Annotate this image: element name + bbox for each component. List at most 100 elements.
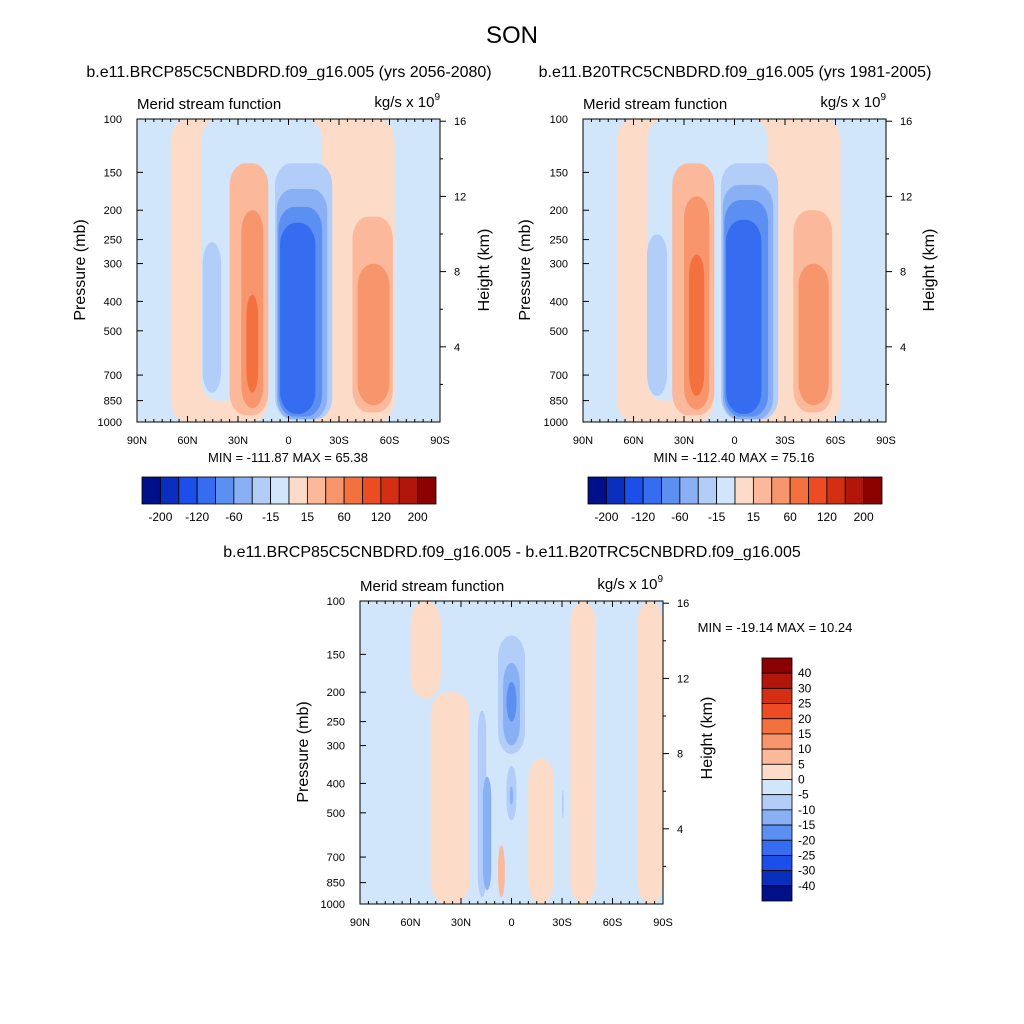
x-tick-label: 90N	[573, 435, 593, 447]
contour-fills	[137, 119, 440, 422]
colorbar-box	[398, 476, 419, 505]
x-tick-label: 60S	[826, 435, 846, 447]
colorbar-box	[325, 476, 345, 505]
y2-tick-label: 12	[677, 673, 689, 685]
colorbar-box	[761, 718, 793, 735]
colorbar-box	[863, 476, 883, 505]
colorbar-label: -15	[708, 510, 726, 524]
left-label: Merid stream function	[583, 96, 727, 113]
min-max-stats: MIN = -19.14 MAX = 10.24	[698, 620, 853, 635]
colorbar-box	[697, 476, 718, 505]
y-tick-label: 700	[104, 370, 122, 382]
colorbar-label: -25	[798, 848, 816, 862]
y-tick-label: 150	[550, 167, 568, 179]
x-tick-label: 30N	[674, 435, 694, 447]
panel-historical: b.e11.B20TRC5CNBDRD.f09_g16.005 (yrs 198…	[517, 64, 938, 524]
y-tick-label: 1000	[98, 417, 122, 429]
colorbar-box	[215, 476, 235, 505]
colorbar-label: 120	[817, 510, 837, 524]
y2-axis-label: Height (km)	[921, 229, 938, 312]
contour-cell	[246, 294, 259, 393]
x-tick-label: 60N	[177, 435, 197, 447]
colorbar-box	[178, 476, 198, 505]
colorbar-box	[642, 476, 662, 505]
colorbar-box	[734, 476, 754, 505]
contour-cell	[506, 681, 517, 722]
colorbar-box	[679, 476, 699, 505]
colorbar-box	[233, 476, 253, 505]
panel-title: b.e11.B20TRC5CNBDRD.f09_g16.005 (yrs 198…	[539, 64, 932, 81]
colorbar-label: -120	[185, 510, 209, 524]
y2-tick-label: 16	[900, 116, 912, 128]
colorbar-label: -200	[148, 510, 172, 524]
colorbar-box	[661, 476, 681, 505]
y-tick-label: 850	[327, 878, 345, 890]
colorbar-label: 15	[747, 510, 761, 524]
colorbar-box	[288, 476, 308, 505]
y-tick-label: 500	[550, 326, 568, 338]
y2-tick-label: 4	[677, 824, 683, 836]
colorbar-label: -30	[798, 864, 816, 878]
colorbar-label: 15	[798, 727, 812, 741]
y-tick-label: 850	[550, 396, 568, 408]
y-tick-label: 1000	[321, 899, 345, 911]
colorbar-box	[752, 476, 773, 505]
plot-area: 90N 60N 30N 0 30S 60S 90S 100 150 200 250 300 400 500…	[321, 596, 690, 929]
y2-axis-label: Height (km)	[476, 229, 493, 312]
colorbar-label: 120	[371, 510, 391, 524]
colorbar-box	[306, 476, 327, 505]
y-tick-label: 300	[550, 259, 568, 271]
x-tick-label: 90S	[430, 435, 450, 447]
colorbar-box	[761, 839, 793, 856]
contour-cell	[798, 263, 829, 406]
colorbar-box	[826, 476, 846, 505]
colorbar-label: 0	[798, 773, 805, 787]
x-tick-label: 30S	[775, 435, 795, 447]
y-tick-label: 400	[327, 778, 345, 790]
y2-tick-label: 12	[454, 191, 466, 203]
colorbar-box	[362, 476, 382, 505]
contour-cell	[202, 242, 222, 393]
colorbar-box	[761, 672, 793, 689]
colorbar-box	[159, 476, 180, 505]
colorbar-label: 15	[301, 510, 315, 524]
x-tick-label: 30S	[552, 917, 572, 929]
colorbar-label: 60	[337, 510, 351, 524]
y-tick-label: 100	[104, 114, 122, 126]
contour-cell	[689, 254, 705, 396]
contour-cell	[726, 219, 762, 414]
x-tick-label: 60S	[380, 435, 400, 447]
y2-axis-label: Height (km)	[699, 697, 716, 780]
panel-title: b.e11.BRCP85C5CNBDRD.f09_g16.005 - b.e11…	[223, 544, 801, 561]
y-tick-label: 500	[104, 326, 122, 338]
colorbar-box	[417, 476, 437, 505]
colorbar-box	[761, 703, 793, 720]
colorbar-label: 20	[798, 712, 812, 726]
y-axis-label: Pressure (mb)	[72, 219, 89, 320]
y-tick-label: 150	[104, 167, 122, 179]
y-tick-label: 300	[104, 259, 122, 271]
colorbar-label: 40	[798, 666, 812, 680]
x-tick-label: 0	[285, 435, 291, 447]
y-axis-label: Pressure (mb)	[295, 701, 312, 802]
y2-tick-label: 12	[900, 191, 912, 203]
colorbar-box	[141, 476, 161, 505]
contour-cell	[509, 786, 514, 805]
x-tick-label: 30N	[228, 435, 248, 447]
y2-tick-label: 16	[677, 598, 689, 610]
y-tick-label: 250	[550, 235, 568, 247]
colorbar-label: -5	[798, 788, 809, 802]
y-tick-label: 250	[327, 717, 345, 729]
y-tick-label: 400	[104, 296, 122, 308]
colorbar-box	[251, 476, 272, 505]
left-label: Merid stream function	[137, 96, 281, 113]
y-tick-label: 850	[104, 396, 122, 408]
y-tick-label: 200	[104, 205, 122, 217]
y-tick-label: 1000	[544, 417, 568, 429]
colorbar-label: -200	[594, 510, 618, 524]
colorbar-box	[789, 476, 809, 505]
x-tick-label: 30N	[451, 917, 471, 929]
contour-cell	[498, 845, 505, 898]
contour-cell	[637, 601, 663, 904]
